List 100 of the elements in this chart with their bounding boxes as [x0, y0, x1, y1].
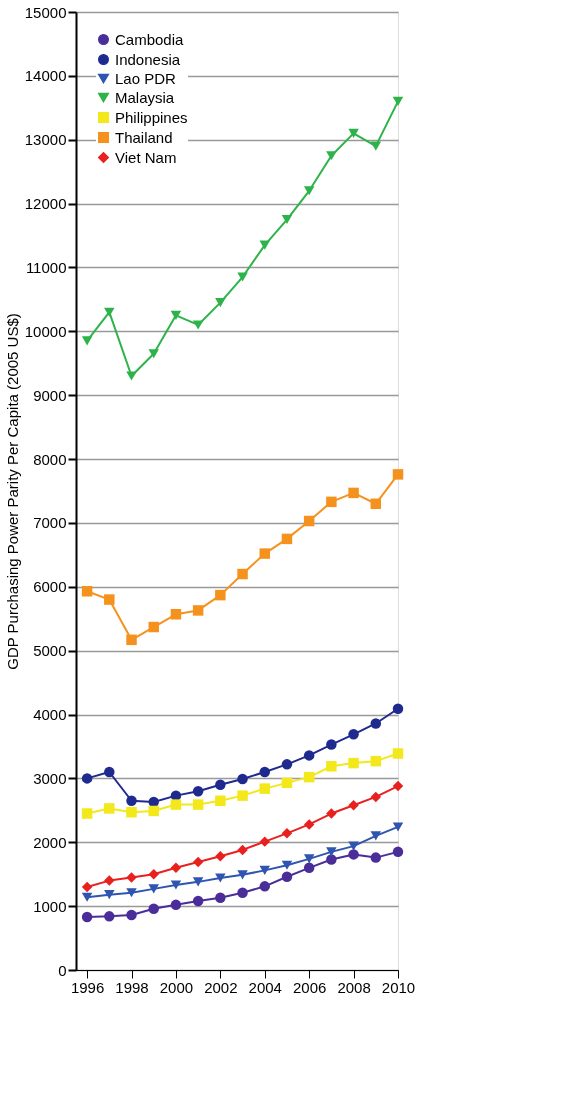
y-tick-label: 15000 [24, 3, 67, 21]
point [303, 854, 315, 864]
point [148, 884, 159, 894]
point [326, 739, 337, 750]
point [104, 911, 115, 922]
point [148, 621, 159, 633]
point [104, 594, 115, 605]
point [370, 498, 382, 510]
point [192, 856, 204, 868]
y-tick-label: 14000 [24, 67, 67, 85]
x-tick-label: 2008 [337, 978, 371, 996]
point [237, 773, 248, 785]
point [303, 862, 315, 874]
x-tick-label: 1996 [70, 978, 105, 996]
point [326, 151, 337, 161]
point [104, 890, 115, 900]
point [126, 795, 137, 806]
point [148, 805, 159, 817]
point [348, 128, 359, 138]
point [281, 871, 293, 882]
point [326, 854, 337, 865]
point [348, 757, 359, 769]
y-tick-label: 13000 [24, 131, 67, 149]
y-tick-label: 1000 [33, 897, 67, 915]
point [192, 605, 204, 616]
point [370, 718, 382, 729]
point [81, 586, 93, 597]
point [148, 349, 159, 359]
point [237, 870, 248, 880]
point [259, 865, 270, 875]
point [215, 589, 226, 601]
legend-label: Malaysia [115, 88, 175, 106]
point [170, 862, 182, 874]
point [348, 487, 359, 499]
point [281, 777, 293, 789]
point [170, 899, 182, 911]
point [81, 881, 93, 893]
point [192, 877, 204, 887]
point [326, 761, 337, 772]
point [237, 887, 248, 898]
point [392, 748, 404, 759]
legend-label: Viet Nam [115, 148, 177, 166]
point [392, 469, 404, 480]
point [192, 785, 204, 797]
point [81, 892, 93, 902]
y-tick-label: 4000 [33, 706, 67, 724]
point [126, 872, 137, 883]
point [104, 875, 115, 886]
point [392, 822, 404, 832]
point [326, 808, 337, 819]
point [81, 808, 93, 819]
x-tick-label: 2006 [292, 978, 327, 996]
point [104, 307, 115, 317]
point [348, 729, 359, 740]
point [392, 846, 404, 858]
x-tick-label: 1998 [115, 978, 149, 996]
point [104, 766, 115, 778]
y-tick-label: 8000 [33, 450, 67, 468]
legend-label: Philippines [115, 108, 188, 126]
point [392, 703, 404, 715]
point [281, 215, 293, 225]
y-tick-label: 6000 [33, 578, 67, 596]
point [237, 844, 248, 856]
point [148, 903, 159, 914]
point [170, 799, 182, 810]
point [215, 892, 226, 904]
point [126, 371, 137, 381]
point [170, 609, 182, 620]
point [259, 783, 270, 794]
point [303, 750, 315, 761]
point [303, 771, 315, 783]
point [81, 773, 93, 784]
point [392, 780, 404, 792]
point [81, 911, 93, 923]
point [215, 298, 226, 308]
point [281, 533, 293, 545]
point [126, 807, 137, 818]
point [104, 803, 115, 814]
legend-label: Thailand [115, 128, 173, 146]
point [126, 634, 137, 646]
point [126, 888, 137, 898]
point [326, 847, 337, 857]
point [237, 568, 248, 580]
y-axis-title: GDP Purchasing Power Parity Per Capita (2005 US$) [3, 313, 21, 670]
x-tick-label: 2010 [381, 978, 416, 996]
y-tick-label: 7000 [33, 514, 67, 532]
point [259, 548, 270, 559]
point [392, 96, 404, 106]
y-tick-label: 9000 [33, 386, 67, 404]
point [370, 852, 382, 863]
point [192, 895, 204, 907]
point [192, 320, 204, 330]
legend-label: Cambodia [115, 30, 185, 48]
y-tick-label: 5000 [33, 642, 67, 660]
y-tick-label: 3000 [33, 769, 67, 787]
x-tick-label: 2004 [248, 978, 282, 996]
point [170, 310, 182, 320]
y-tick-label: 11000 [25, 258, 67, 276]
point [370, 791, 382, 803]
point [215, 873, 226, 883]
